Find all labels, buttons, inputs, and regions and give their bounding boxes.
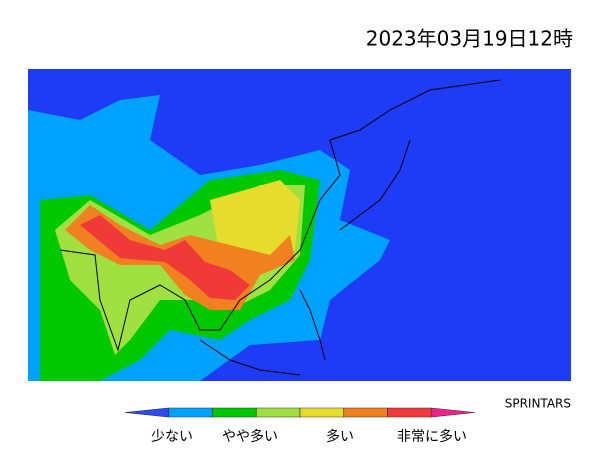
legend-swatch bbox=[168, 407, 213, 418]
light-blue-region bbox=[28, 140, 70, 190]
credit: SPRINTARS bbox=[505, 397, 571, 411]
map bbox=[28, 69, 571, 381]
legend-swatch bbox=[299, 407, 345, 418]
title: 2023年03月19日12時 bbox=[366, 27, 573, 51]
legend-swatch bbox=[343, 407, 388, 418]
legend-label: やや多い bbox=[222, 428, 278, 445]
legend-label: 少ない bbox=[151, 429, 193, 445]
legend-swatch bbox=[255, 407, 301, 418]
legend-swatch bbox=[430, 407, 476, 418]
legend-label: 多い bbox=[326, 428, 354, 445]
legend-swatch bbox=[387, 407, 432, 418]
legend bbox=[124, 407, 476, 418]
red-region bbox=[80, 215, 250, 300]
legend-label: 非常に多い bbox=[397, 428, 467, 445]
legend-swatch bbox=[124, 407, 170, 418]
coastlines bbox=[59, 79, 501, 376]
legend-swatch bbox=[212, 407, 257, 418]
